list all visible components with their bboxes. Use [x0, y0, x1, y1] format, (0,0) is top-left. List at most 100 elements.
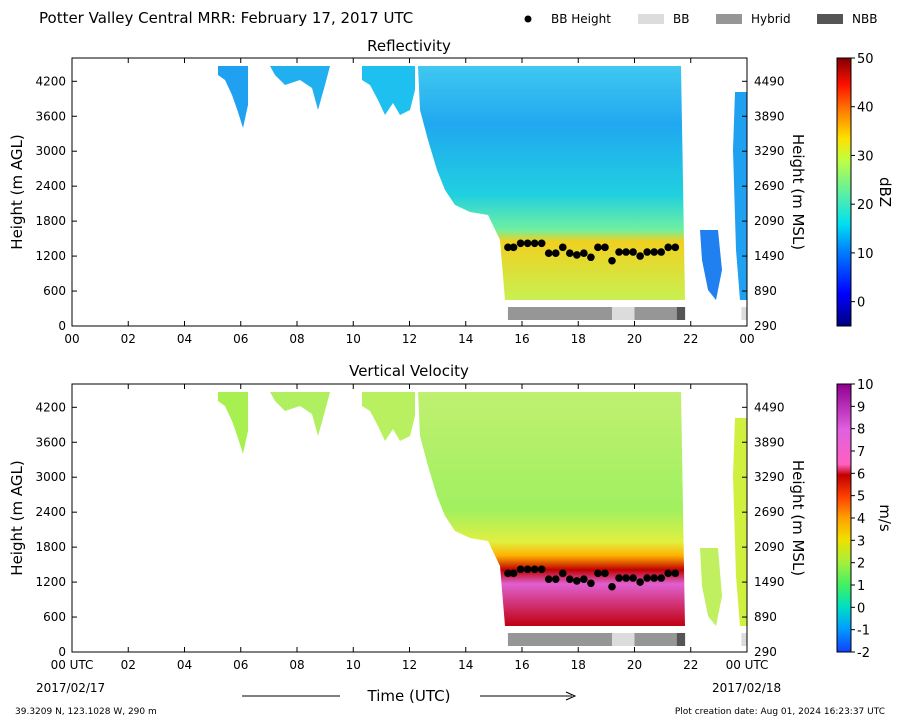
colorbar-tick-label: 10: [857, 378, 874, 393]
y-tick-label: 4200: [35, 74, 66, 88]
bb-height-point: [657, 574, 666, 582]
legend-marker: [524, 15, 532, 23]
x-ticks: 00 02 04 06 08 10 12 14 16 18 20 22 00: [64, 58, 755, 346]
bb-height-point: [650, 248, 658, 256]
bb-height-point: [587, 579, 595, 588]
velocity-region-late: [700, 548, 722, 626]
bb-type-segment: [634, 633, 677, 646]
bb-height-point: [523, 565, 532, 574]
bb-type-segment: [634, 307, 677, 320]
bb-height-point: [566, 249, 574, 257]
velocity-field: [218, 392, 747, 626]
legend-label: BB Height: [551, 12, 611, 26]
y-axis-label-right: Height (m MSL): [789, 134, 807, 250]
x-tick-label: 06: [233, 332, 248, 346]
x-tick-label: 00 UTC: [51, 658, 94, 672]
x-tick-label: 04: [177, 332, 192, 346]
figure-title: Potter Valley Central MRR: February 17, …: [39, 9, 413, 27]
bb-height-point: [573, 251, 581, 259]
bb-height-point: [551, 575, 560, 583]
y-tick-label: 3600: [35, 435, 66, 449]
y-tick-label: 4200: [35, 400, 66, 414]
colorbar-tick-label: 1: [857, 579, 865, 594]
legend-swatch: [817, 14, 843, 24]
colorbar-tick-label: 5: [857, 490, 865, 505]
y-tick-label-right: 290: [754, 319, 777, 333]
reflectivity-panel: Reflectivity 00 02 04 06 08 10 12 14 16 18 20 22 00 …: [8, 37, 894, 346]
bb-height-point: [629, 248, 637, 256]
y-tick-label-right: 4490: [754, 400, 785, 414]
bb-type-segment: [741, 633, 747, 646]
bb-height-point: [664, 243, 673, 252]
colorbar-tick-label: 4: [857, 512, 865, 527]
bb-height-point: [523, 239, 532, 248]
y-tick-label-right: 2090: [754, 540, 785, 554]
y-tick-label: 600: [43, 610, 66, 624]
x-tick-label: 22: [683, 658, 698, 672]
colorbar-ticks: 0 10 20 30 40 50: [851, 52, 874, 311]
bb-type-segment: [612, 633, 635, 646]
bb-height-point: [504, 243, 512, 252]
colorbar-tick-label: 10: [857, 247, 874, 262]
y-axis-label: Height (m AGL): [8, 134, 26, 249]
colorbar-tick-label: 3: [857, 534, 865, 549]
y-axis-label: Height (m AGL): [8, 460, 26, 575]
y-tick-label: 600: [43, 284, 66, 298]
y-tick-label-right: 890: [754, 610, 777, 624]
y-tick-label-right: 4490: [754, 74, 785, 88]
plot-creation-date: Plot creation date: Aug 01, 2024 16:23:3…: [675, 707, 885, 717]
x-tick-label: 22: [683, 332, 698, 346]
x-tick-label: 06: [233, 658, 248, 672]
y-tick-label: 2400: [35, 505, 66, 519]
x-tick-label: 18: [571, 332, 586, 346]
echo-region-end: [733, 92, 747, 300]
colorbar: [836, 383, 852, 653]
velocity-region-streaks: [362, 392, 415, 441]
end-date: 2017/02/18: [712, 681, 781, 695]
x-tick-label: 10: [346, 658, 361, 672]
panel-title: Reflectivity: [367, 37, 451, 55]
bb-height-point: [636, 578, 644, 586]
y-ticks-right: 290 890 1490 2090 2690 3290 3890 4490: [742, 74, 785, 333]
bb-height-point: [657, 248, 666, 256]
bb-height-point: [643, 574, 651, 582]
echo-region-late: [700, 230, 722, 300]
bb-height-point: [615, 574, 623, 582]
bb-height-point: [530, 565, 539, 574]
x-axis-label: Time (UTC): [367, 687, 451, 705]
bb-height-point: [580, 249, 588, 257]
y-tick-label-right: 290: [754, 645, 777, 659]
bb-height-point: [516, 565, 525, 574]
bb-height-point: [558, 569, 567, 578]
colorbar-tick-label: 50: [857, 52, 874, 67]
station-location: 39.3209 N, 123.1028 W, 290 m: [15, 707, 157, 717]
bb-height-point: [537, 239, 546, 248]
bb-height-point: [594, 569, 602, 578]
arrow-head-icon: [565, 691, 577, 701]
velocity-region-early: [218, 392, 248, 454]
bb-type-segment: [741, 307, 747, 320]
bb-type-segment: [507, 307, 612, 320]
x-tick-label: 20: [627, 658, 642, 672]
y-tick-label-right: 3290: [754, 470, 785, 484]
x-tick-label: 12: [402, 658, 417, 672]
bb-height-point: [558, 243, 567, 252]
y-tick-label-right: 2690: [754, 179, 785, 193]
y-tick-label: 3000: [35, 470, 66, 484]
y-tick-label-right: 1490: [754, 249, 785, 263]
bb-height-point: [544, 575, 553, 583]
bb-height-point: [622, 574, 630, 582]
x-tick-label: 20: [627, 332, 642, 346]
bb-type-bar: [507, 633, 747, 646]
bb-height-point: [573, 577, 581, 585]
colorbar-tick-label: 9: [857, 400, 865, 415]
y-tick-label: 3600: [35, 109, 66, 123]
y-tick-label: 0: [58, 319, 66, 333]
y-tick-label-right: 2090: [754, 214, 785, 228]
colorbar-tick-label: 6: [857, 467, 865, 482]
y-tick-label: 3000: [35, 144, 66, 158]
panel-title: Vertical Velocity: [349, 362, 469, 380]
y-tick-label: 2400: [35, 179, 66, 193]
bb-height-point: [587, 253, 595, 262]
bb-height-point: [544, 249, 553, 257]
